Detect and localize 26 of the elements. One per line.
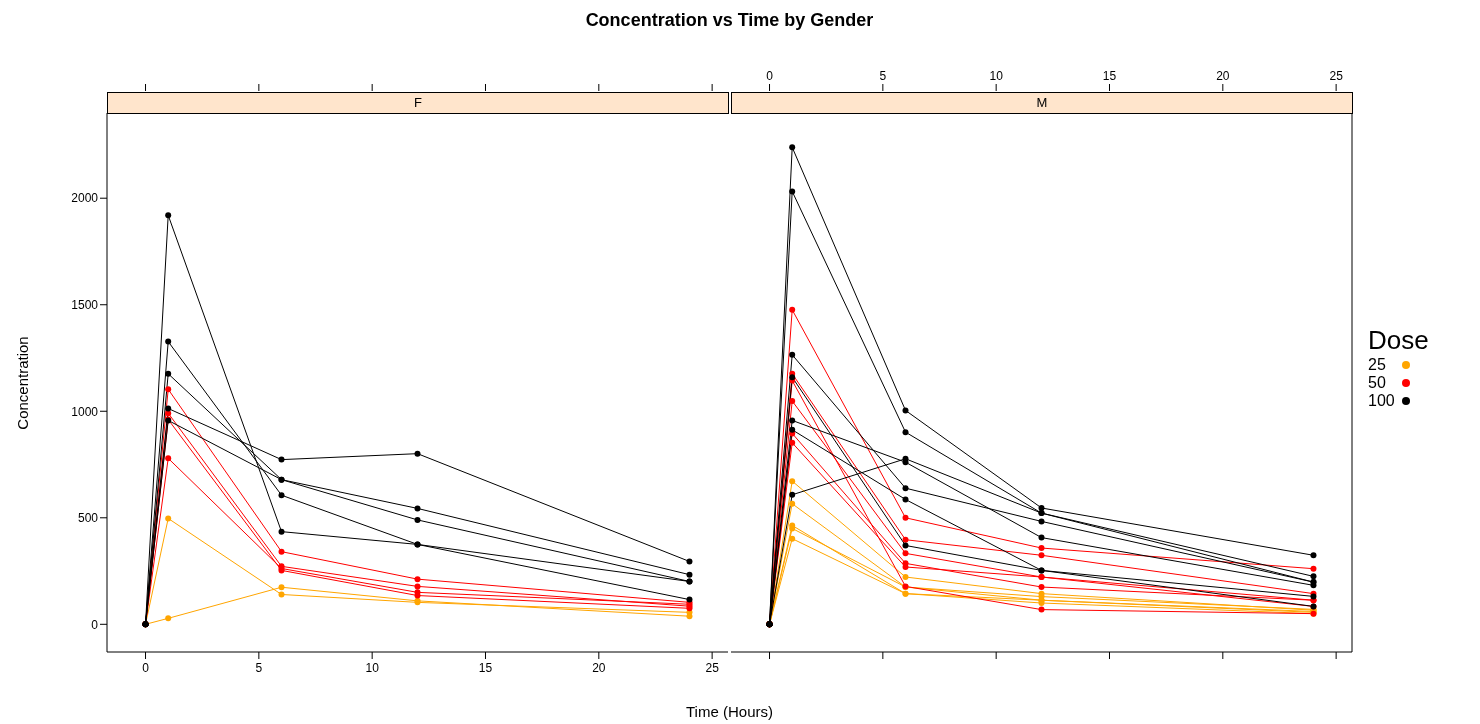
x-tick-label: 10 — [365, 661, 380, 675]
x-tick-label: 5 — [879, 69, 887, 83]
x-tick-label: 0 — [766, 69, 774, 83]
y-tick-label: 500 — [77, 511, 99, 526]
y-tick-label: 0 — [91, 617, 99, 632]
y-axis-title: Concentration — [13, 336, 31, 430]
x-tick-label: 25 — [705, 661, 720, 675]
x-tick-label: 0 — [142, 661, 150, 675]
y-tick-label: 1500 — [71, 298, 99, 312]
chart-subtitle: F — [107, 92, 729, 114]
legend-title: Dose — [1368, 325, 1430, 356]
legend-label: 100 — [1368, 392, 1395, 410]
x-tick-label: 20 — [592, 661, 606, 675]
chart-subtitle: M — [731, 92, 1353, 114]
legend-label: 25 — [1368, 356, 1386, 374]
x-tick-label: 15 — [1102, 69, 1117, 83]
x-tick-label: 10 — [989, 69, 1004, 83]
y-tick-label: 2000 — [71, 191, 99, 206]
x-axis-title: Time (Hours) — [685, 703, 774, 720]
legend-label: 50 — [1368, 374, 1386, 392]
chart-title: Concentration vs Time by Gender — [584, 10, 875, 31]
y-tick-label: 1000 — [71, 404, 99, 419]
x-tick-label: 5 — [255, 661, 263, 675]
x-tick-label: 25 — [1329, 69, 1344, 83]
x-tick-label: 20 — [1216, 69, 1230, 83]
x-tick-label: 15 — [478, 661, 493, 675]
